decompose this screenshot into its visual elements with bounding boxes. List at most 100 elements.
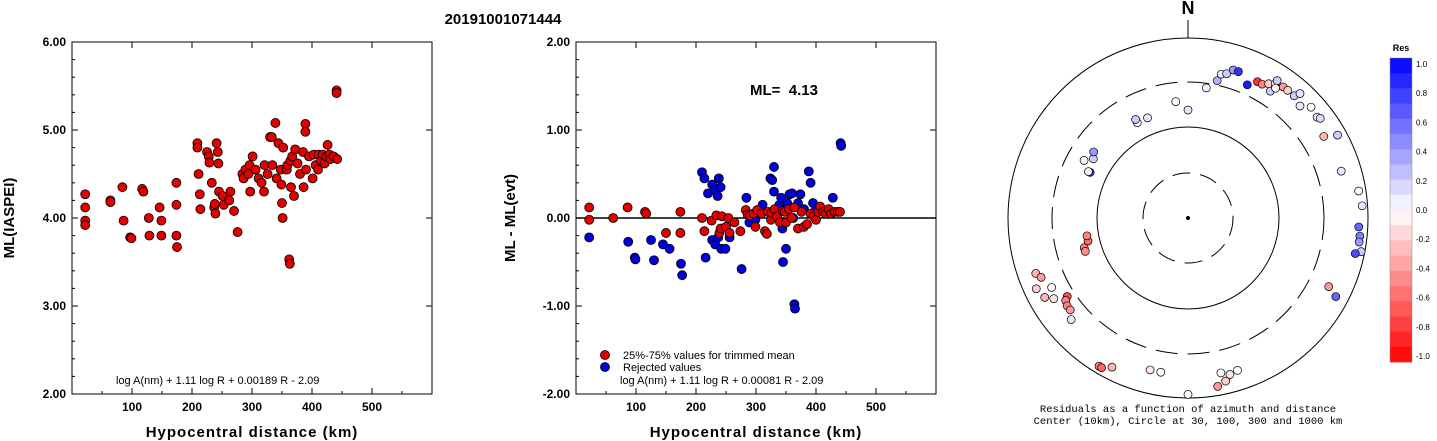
- colorbar-tick-label: 0.6: [1416, 118, 1428, 127]
- data-point: [211, 138, 222, 149]
- station-point: [1031, 284, 1041, 294]
- accepted-point: [724, 228, 735, 238]
- data-point: [171, 199, 182, 210]
- rejected-point: [778, 257, 788, 267]
- data-point: [331, 88, 342, 98]
- rejected-point: [720, 243, 731, 254]
- station-point: [1084, 167, 1093, 176]
- x-tick-label: 100: [122, 400, 142, 414]
- station-point: [1333, 130, 1342, 140]
- rejected-point: [676, 258, 686, 269]
- colorbar-cell: [1390, 270, 1412, 287]
- data-point: [117, 182, 128, 193]
- accepted-point: [729, 217, 740, 228]
- data-point: [313, 164, 323, 175]
- y-tick-label: -1.00: [543, 299, 571, 313]
- station-point: [1242, 80, 1252, 90]
- y-tick-label: 5.00: [43, 123, 67, 137]
- data-point: [206, 177, 217, 188]
- panel-polar-residuals: N Residuals as a function of azimuth and…: [1007, 0, 1369, 428]
- station-point: [1283, 85, 1293, 95]
- station-point: [1331, 292, 1341, 301]
- station-point: [1036, 272, 1046, 282]
- y-axis-label: ML - ML(evt): [502, 174, 519, 262]
- station-point: [1089, 147, 1098, 157]
- legend: 25%-75% values for trimmed mean Rejected…: [600, 350, 795, 374]
- axis-ticks: 100 200 300 400 500 -2.00 -1.00 0.00 1.00 2.00: [543, 35, 936, 414]
- rejected-point: [677, 270, 688, 281]
- x-tick-label: 500: [362, 400, 382, 414]
- data-point: [289, 191, 299, 201]
- center-point: [1186, 216, 1190, 220]
- colorbar-cell: [1390, 240, 1412, 257]
- colorbar-tick-label: 0.4: [1416, 148, 1428, 157]
- station-point: [1295, 101, 1305, 111]
- station-point: [1079, 156, 1089, 165]
- colorbar-cell: [1390, 286, 1412, 302]
- rejected-point: [836, 140, 847, 151]
- x-tick-label: 300: [242, 400, 262, 414]
- x-tick-label: 400: [806, 400, 826, 414]
- data-point: [156, 230, 167, 241]
- x-tick-label: 200: [686, 400, 706, 414]
- y-tick-label: 4.00: [43, 211, 67, 225]
- colorbar-cell: [1390, 149, 1412, 165]
- colorbar-tick-label: 1.0: [1416, 60, 1428, 69]
- colorbar-frame: [1389, 57, 1413, 363]
- data-point: [322, 140, 333, 150]
- station-point: [1065, 305, 1075, 315]
- station-point: [1047, 283, 1057, 292]
- data-point: [332, 154, 343, 164]
- accepted-point: [641, 208, 652, 219]
- data-point: [277, 213, 288, 223]
- circle-30km: [1142, 172, 1234, 264]
- rejected-point: [767, 175, 778, 186]
- accepted-point: [786, 213, 797, 223]
- data-point: [284, 258, 295, 269]
- data-point: [307, 173, 318, 184]
- colorbar-tick-label: 0.8: [1416, 89, 1428, 98]
- legend-label-rejected: Rejected values: [623, 362, 702, 374]
- rejected-point: [646, 235, 656, 245]
- station-point: [1354, 222, 1364, 232]
- colorbar: Res 1.0 0.8 0.6 0.4 0.2 0.0 -0.2 -0.4 -0.6 -0.8 -1…: [1389, 43, 1430, 363]
- data-point: [276, 179, 287, 190]
- colorbar-cell: [1390, 118, 1412, 135]
- data-point: [247, 151, 258, 162]
- x-tick-label: 200: [182, 400, 202, 414]
- data-point: [292, 158, 303, 169]
- data-point: [156, 215, 167, 226]
- station-point: [1156, 367, 1166, 377]
- rejected-point: [827, 192, 838, 203]
- legend-label-accepted: 25%-75% values for trimmed mean: [623, 350, 795, 362]
- rejected-point: [803, 166, 814, 177]
- legend-marker-accepted: [600, 350, 610, 360]
- data-point: [224, 195, 235, 206]
- colorbar-cells: [1389, 57, 1413, 363]
- rejected-point: [700, 252, 711, 263]
- data-point: [259, 186, 269, 197]
- circle-100km: [1096, 126, 1280, 310]
- station-point: [1234, 67, 1243, 76]
- rejected-point: [713, 173, 724, 184]
- accepted-point: [675, 206, 686, 217]
- station-point: [1324, 282, 1334, 291]
- data-point: [138, 186, 149, 197]
- data-point: [256, 177, 267, 188]
- data-point: [144, 230, 155, 241]
- north-label: N: [1182, 0, 1195, 18]
- data-point: [192, 142, 203, 153]
- data-points: [80, 85, 343, 269]
- station-point: [1145, 365, 1155, 375]
- data-point: [277, 198, 287, 208]
- station-point: [1143, 113, 1152, 123]
- accepted-point: [802, 219, 812, 230]
- data-point: [105, 197, 116, 208]
- x-tick-label: 500: [866, 400, 886, 414]
- rejected-point: [584, 232, 595, 243]
- accepted-point: [761, 228, 772, 239]
- data-point: [225, 186, 236, 197]
- accepted-point: [796, 206, 807, 217]
- data-point: [194, 189, 205, 200]
